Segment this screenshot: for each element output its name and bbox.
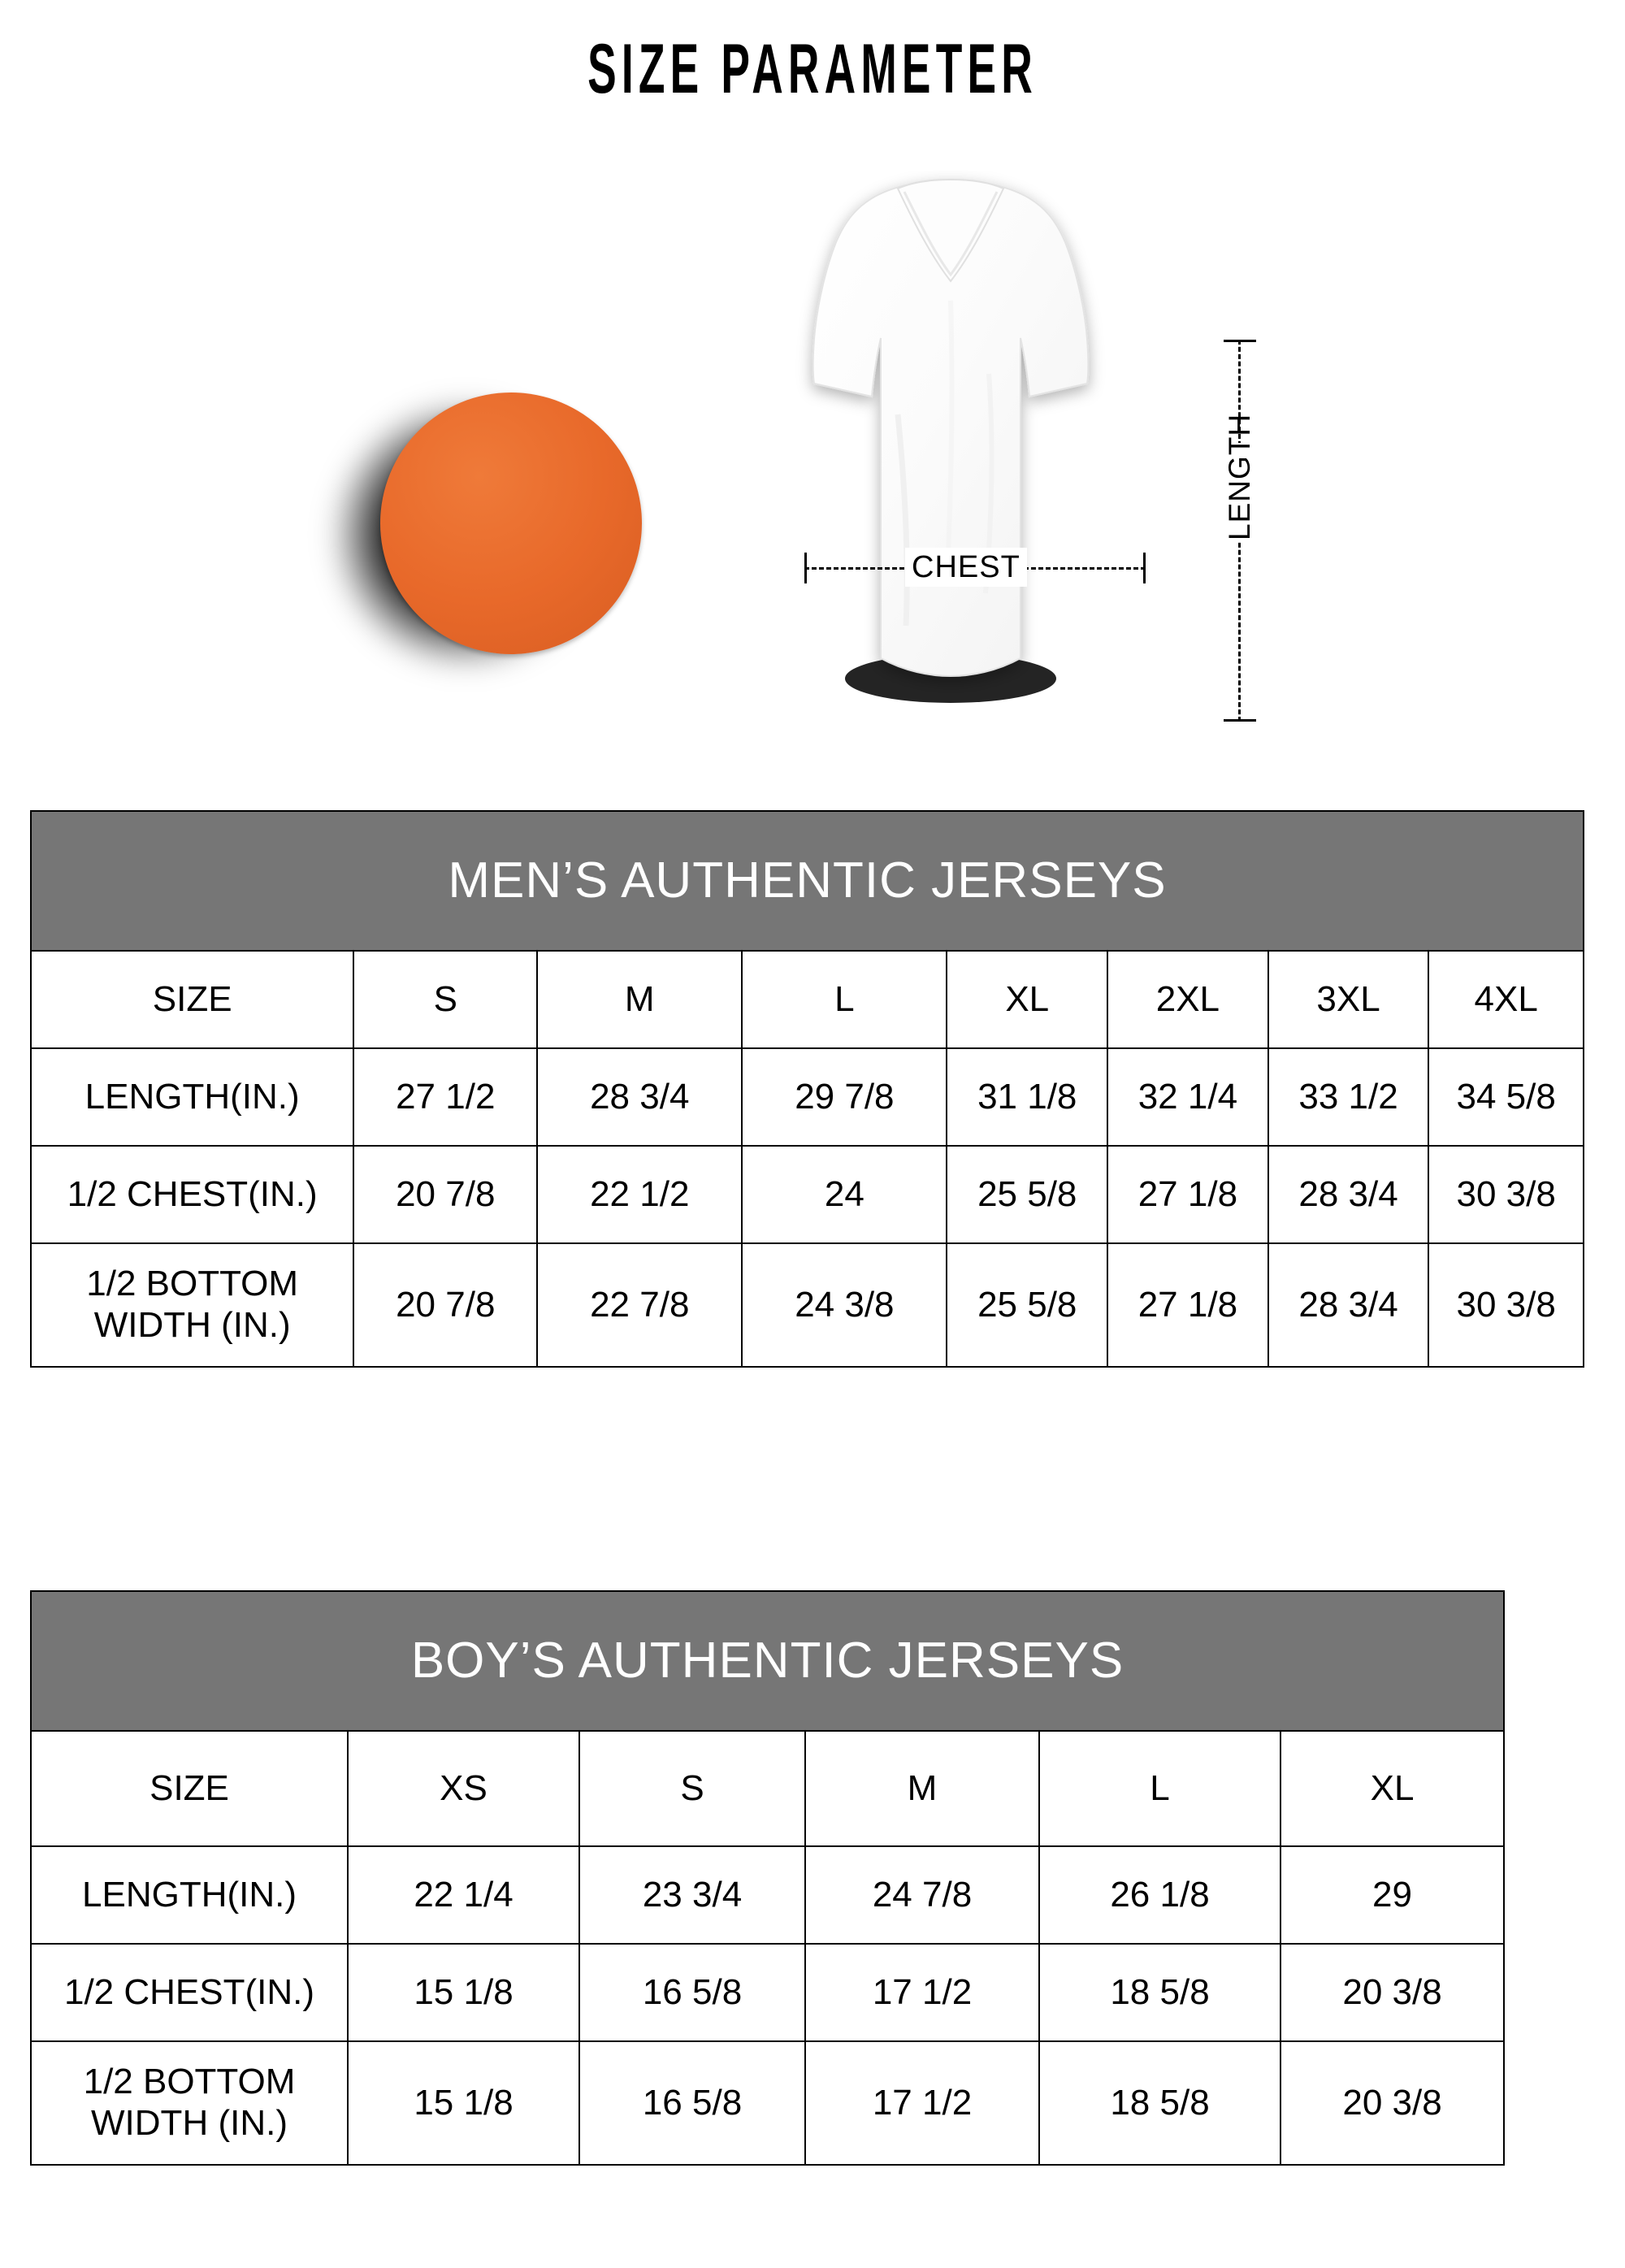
- boys-bottom-s: 16 5/8: [578, 2040, 806, 2166]
- chest-measurement-line: CHEST: [804, 548, 1146, 587]
- mens-chest-2xl: 27 1/8: [1107, 1145, 1269, 1244]
- mens-col-4xl: 4XL: [1428, 950, 1584, 1049]
- boys-row-bottom-width-label: 1/2 BOTTOM WIDTH (IN.): [30, 2040, 349, 2166]
- length-measurement-line: LENGTH: [1218, 340, 1262, 722]
- boys-header-row: SIZE XS S M L XL: [30, 1730, 1506, 1847]
- boys-chest-xl: 20 3/8: [1279, 1943, 1506, 2042]
- mens-chest-xl: 25 5/8: [946, 1145, 1109, 1244]
- mens-banner-label: MEN’S AUTHENTIC JERSEYS: [30, 810, 1584, 952]
- chest-label: CHEST: [905, 548, 1027, 587]
- boys-col-xl: XL: [1279, 1730, 1506, 1847]
- mens-col-xl: XL: [946, 950, 1109, 1049]
- mens-bottom-4xl: 30 3/8: [1428, 1242, 1584, 1368]
- mens-header-row: SIZE S M L XL 2XL 3XL 4XL: [29, 950, 1584, 1049]
- mens-col-l: L: [741, 950, 948, 1049]
- mens-col-s: S: [353, 950, 539, 1049]
- mens-row-chest: 1/2 CHEST(IN.) 20 7/8 22 1/2 24 25 5/8 2…: [29, 1145, 1584, 1244]
- illustration-area: CHEST LENGTH: [0, 154, 1625, 780]
- boys-length-xs: 22 1/4: [347, 1845, 580, 1945]
- mens-bottom-l: 24 3/8: [741, 1242, 948, 1368]
- boys-bottom-l: 18 5/8: [1038, 2040, 1281, 2166]
- mens-bottom-m: 22 7/8: [536, 1242, 743, 1368]
- boys-chest-xs: 15 1/8: [347, 1943, 580, 2042]
- mens-size-table: MEN’S AUTHENTIC JERSEYS SIZE S M L XL 2X…: [29, 810, 1584, 1368]
- mens-length-4xl: 34 5/8: [1428, 1047, 1584, 1147]
- mens-chest-l: 24: [741, 1145, 948, 1244]
- length-cap-bottom: [1224, 719, 1256, 722]
- mens-row-chest-label: 1/2 CHEST(IN.): [29, 1145, 355, 1244]
- mens-row-bottom-width: 1/2 BOTTOM WIDTH (IN.) 20 7/8 22 7/8 24 …: [29, 1242, 1584, 1368]
- mens-col-3xl: 3XL: [1267, 950, 1430, 1049]
- boys-row-bottom-width: 1/2 BOTTOM WIDTH (IN.) 15 1/8 16 5/8 17 …: [30, 2040, 1506, 2166]
- mens-length-2xl: 32 1/4: [1107, 1047, 1269, 1147]
- mens-bottom-3xl: 28 3/4: [1267, 1242, 1430, 1368]
- boys-chest-l: 18 5/8: [1038, 1943, 1281, 2042]
- boys-banner-label: BOY’S AUTHENTIC JERSEYS: [29, 1590, 1506, 1732]
- boys-row-length-label: LENGTH(IN.): [30, 1845, 349, 1945]
- boys-bottom-width-line2: WIDTH (IN.): [91, 2103, 288, 2143]
- mens-chest-4xl: 30 3/8: [1428, 1145, 1584, 1244]
- boys-chest-s: 16 5/8: [578, 1943, 806, 2042]
- mens-bottom-xl: 25 5/8: [946, 1242, 1109, 1368]
- basketball-icon: [332, 386, 666, 711]
- boys-bottom-xl: 20 3/8: [1279, 2040, 1506, 2166]
- mens-row-length-label: LENGTH(IN.): [29, 1047, 355, 1147]
- boys-length-s: 23 3/4: [578, 1845, 806, 1945]
- mens-length-m: 28 3/4: [536, 1047, 743, 1147]
- boys-bottom-xs: 15 1/8: [347, 2040, 580, 2166]
- mens-chest-3xl: 28 3/4: [1267, 1145, 1430, 1244]
- boys-col-size: SIZE: [30, 1730, 349, 1847]
- boys-length-m: 24 7/8: [804, 1845, 1040, 1945]
- mens-chest-s: 20 7/8: [353, 1145, 539, 1244]
- length-label: LENGTH: [1218, 414, 1262, 540]
- mens-length-s: 27 1/2: [353, 1047, 539, 1147]
- boys-col-xs: XS: [347, 1730, 580, 1847]
- mens-chest-m: 22 1/2: [536, 1145, 743, 1244]
- boys-length-xl: 29: [1279, 1845, 1506, 1945]
- boys-row-chest: 1/2 CHEST(IN.) 15 1/8 16 5/8 17 1/2 18 5…: [30, 1943, 1506, 2042]
- mens-length-3xl: 33 1/2: [1267, 1047, 1430, 1147]
- mens-bottom-2xl: 27 1/8: [1107, 1242, 1269, 1368]
- jersey-icon: [776, 171, 1125, 739]
- mens-bottom-s: 20 7/8: [353, 1242, 539, 1368]
- boys-chest-m: 17 1/2: [804, 1943, 1040, 2042]
- mens-col-m: M: [536, 950, 743, 1049]
- basketball-sphere: [380, 392, 642, 654]
- boys-table-banner: BOY’S AUTHENTIC JERSEYS: [29, 1590, 1506, 1732]
- boys-bottom-m: 17 1/2: [804, 2040, 1040, 2166]
- boys-bottom-width-line1: 1/2 BOTTOM: [83, 2062, 296, 2102]
- page-title: SIZE PARAMETER: [587, 30, 1038, 108]
- boys-row-chest-label: 1/2 CHEST(IN.): [30, 1943, 349, 2042]
- mens-bottom-width-line1: 1/2 BOTTOM: [86, 1264, 299, 1304]
- mens-row-bottom-width-label: 1/2 BOTTOM WIDTH (IN.): [29, 1242, 355, 1368]
- mens-length-l: 29 7/8: [741, 1047, 948, 1147]
- chest-cap-right: [1143, 553, 1146, 583]
- mens-col-2xl: 2XL: [1107, 950, 1269, 1049]
- boys-row-length: LENGTH(IN.) 22 1/4 23 3/4 24 7/8 26 1/8 …: [30, 1845, 1506, 1945]
- boys-col-s: S: [578, 1730, 806, 1847]
- mens-bottom-width-line2: WIDTH (IN.): [93, 1305, 291, 1345]
- boys-size-table: BOY’S AUTHENTIC JERSEYS SIZE XS S M L XL…: [29, 1590, 1506, 2166]
- mens-col-size: SIZE: [29, 950, 355, 1049]
- mens-row-length: LENGTH(IN.) 27 1/2 28 3/4 29 7/8 31 1/8 …: [29, 1047, 1584, 1147]
- boys-length-l: 26 1/8: [1038, 1845, 1281, 1945]
- boys-col-l: L: [1038, 1730, 1281, 1847]
- boys-col-m: M: [804, 1730, 1040, 1847]
- mens-table-banner: MEN’S AUTHENTIC JERSEYS: [30, 810, 1584, 952]
- mens-length-xl: 31 1/8: [946, 1047, 1109, 1147]
